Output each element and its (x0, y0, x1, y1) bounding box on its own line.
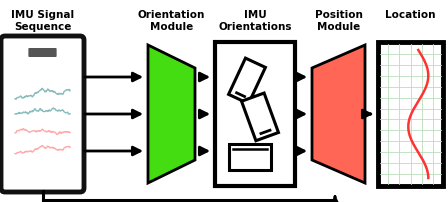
FancyBboxPatch shape (28, 48, 56, 57)
Polygon shape (312, 45, 365, 183)
Text: Position
Module: Position Module (314, 10, 362, 32)
Polygon shape (241, 93, 279, 141)
Text: IMU Signal
Sequence: IMU Signal Sequence (11, 10, 74, 32)
FancyBboxPatch shape (1, 36, 84, 192)
Bar (378, 42, 443, 186)
Text: Location: Location (385, 10, 436, 20)
Polygon shape (228, 58, 265, 104)
Text: Orientation
Module: Orientation Module (138, 10, 205, 32)
Bar (215, 42, 295, 186)
Polygon shape (148, 45, 195, 183)
FancyBboxPatch shape (28, 47, 57, 58)
Text: IMU
Orientations: IMU Orientations (218, 10, 292, 32)
Bar (229, 144, 271, 170)
